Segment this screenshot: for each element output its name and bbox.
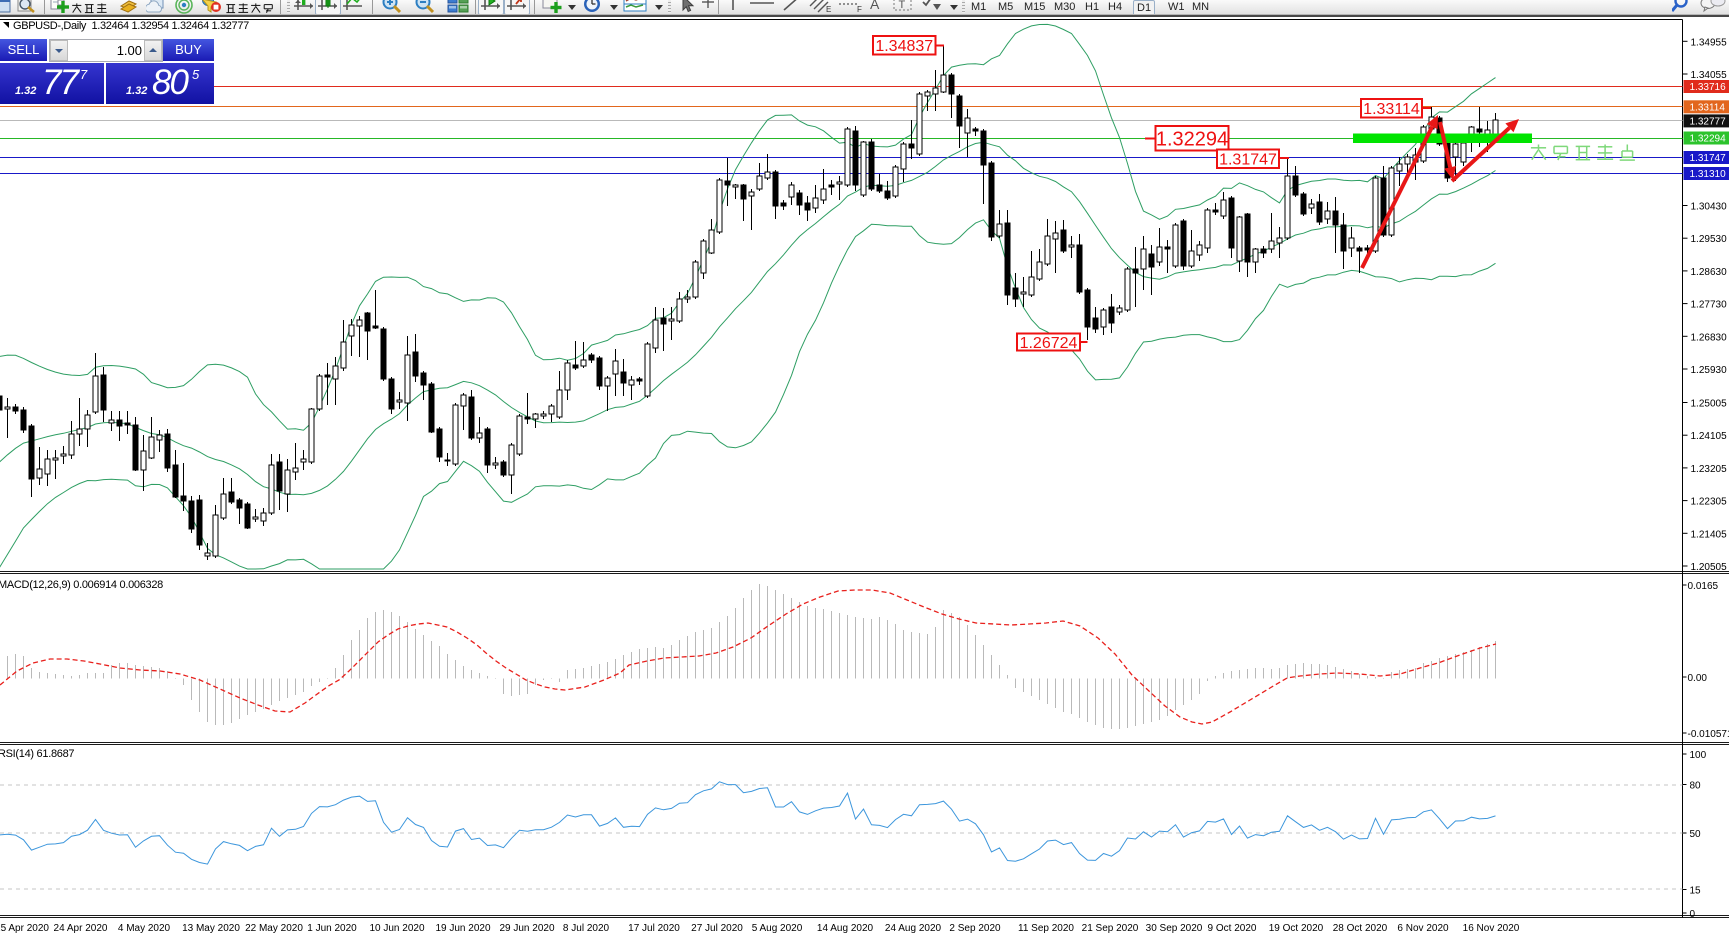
svg-text:1.31747: 1.31747 <box>1219 152 1277 169</box>
svg-text:8 Jul 2020: 8 Jul 2020 <box>563 923 610 934</box>
svg-text:E: E <box>826 5 831 14</box>
svg-text:15 Apr 2020: 15 Apr 2020 <box>0 923 49 934</box>
svg-text:1.26830: 1.26830 <box>1691 332 1728 343</box>
svg-text:6 Nov 2020: 6 Nov 2020 <box>1397 923 1449 934</box>
svg-text:MACD(12,26,9) 0.006914 0.00632: MACD(12,26,9) 0.006914 0.006328 <box>0 579 163 591</box>
svg-text:1.21405: 1.21405 <box>1691 529 1728 540</box>
svg-text:24 Apr 2020: 24 Apr 2020 <box>54 923 108 934</box>
svg-text:13 May 2020: 13 May 2020 <box>182 923 240 934</box>
svg-text:1.20505: 1.20505 <box>1691 562 1728 573</box>
svg-text:0: 0 <box>1690 909 1696 920</box>
svg-text:11 Sep 2020: 11 Sep 2020 <box>1018 923 1074 934</box>
svg-text:17 Jul 2020: 17 Jul 2020 <box>628 923 680 934</box>
svg-text:14 Aug 2020: 14 Aug 2020 <box>817 923 874 934</box>
svg-text:1.22305: 1.22305 <box>1691 497 1728 508</box>
svg-text:1 Jun 2020: 1 Jun 2020 <box>307 923 357 934</box>
svg-text:19 Oct 2020: 19 Oct 2020 <box>1269 923 1324 934</box>
svg-text:16 Nov 2020: 16 Nov 2020 <box>1463 923 1520 934</box>
svg-text:RSI(14) 61.8687: RSI(14) 61.8687 <box>0 748 74 760</box>
svg-text:0.0165: 0.0165 <box>1688 581 1719 592</box>
svg-text:100: 100 <box>1690 750 1707 761</box>
svg-text:1.27730: 1.27730 <box>1691 300 1728 311</box>
svg-text:1.34955: 1.34955 <box>1691 37 1728 48</box>
svg-text:22 May 2020: 22 May 2020 <box>245 923 303 934</box>
svg-text:4 May 2020: 4 May 2020 <box>118 923 171 934</box>
svg-text:1.32294: 1.32294 <box>1156 128 1228 150</box>
svg-text:1.33114: 1.33114 <box>1690 102 1726 113</box>
svg-text:19 Jun 2020: 19 Jun 2020 <box>435 923 490 934</box>
svg-text:21 Sep 2020: 21 Sep 2020 <box>1082 923 1139 934</box>
svg-text:1.31310: 1.31310 <box>1690 169 1727 180</box>
svg-text:2 Sep 2020: 2 Sep 2020 <box>949 923 1001 934</box>
svg-text:1.33716: 1.33716 <box>1690 82 1727 93</box>
svg-text:5 Aug 2020: 5 Aug 2020 <box>752 923 803 934</box>
svg-text:1.30430: 1.30430 <box>1691 202 1728 213</box>
svg-text:GBPUSD-,Daily 1.32464 1.32954: GBPUSD-,Daily 1.32464 1.32954 1.32464 1.… <box>13 20 249 32</box>
svg-text:1.28630: 1.28630 <box>1691 267 1728 278</box>
svg-text:1.26724: 1.26724 <box>1020 335 1078 352</box>
svg-text:24 Aug 2020: 24 Aug 2020 <box>885 923 942 934</box>
svg-text:0.00: 0.00 <box>1688 673 1708 684</box>
svg-text:10 Jun 2020: 10 Jun 2020 <box>369 923 424 934</box>
svg-text:1.29530: 1.29530 <box>1691 234 1728 245</box>
svg-text:A: A <box>870 0 880 12</box>
svg-text:29 Jun 2020: 29 Jun 2020 <box>499 923 554 934</box>
svg-text:1.34055: 1.34055 <box>1691 70 1728 81</box>
svg-text:1.25930: 1.25930 <box>1691 365 1728 376</box>
svg-text:9 Oct 2020: 9 Oct 2020 <box>1208 923 1257 934</box>
svg-text:1.34837: 1.34837 <box>875 38 933 55</box>
svg-text:1.24105: 1.24105 <box>1691 431 1728 442</box>
svg-text:1.31747: 1.31747 <box>1690 153 1727 164</box>
svg-text:15: 15 <box>1690 886 1702 897</box>
svg-text:1.25005: 1.25005 <box>1691 399 1728 410</box>
svg-text:27 Jul 2020: 27 Jul 2020 <box>691 923 743 934</box>
svg-text:30 Sep 2020: 30 Sep 2020 <box>1146 923 1203 934</box>
svg-text:F: F <box>857 5 862 14</box>
svg-text:T: T <box>899 0 906 11</box>
svg-text:50: 50 <box>1690 829 1702 840</box>
svg-text:28 Oct 2020: 28 Oct 2020 <box>1333 923 1388 934</box>
svg-text:80: 80 <box>1690 781 1702 792</box>
svg-text:1.32294: 1.32294 <box>1690 134 1727 145</box>
svg-text:1.32777: 1.32777 <box>1690 116 1727 127</box>
svg-text:-0.010571: -0.010571 <box>1688 729 1729 740</box>
svg-text:1.23205: 1.23205 <box>1691 464 1728 475</box>
svg-text:1.33114: 1.33114 <box>1363 101 1420 118</box>
